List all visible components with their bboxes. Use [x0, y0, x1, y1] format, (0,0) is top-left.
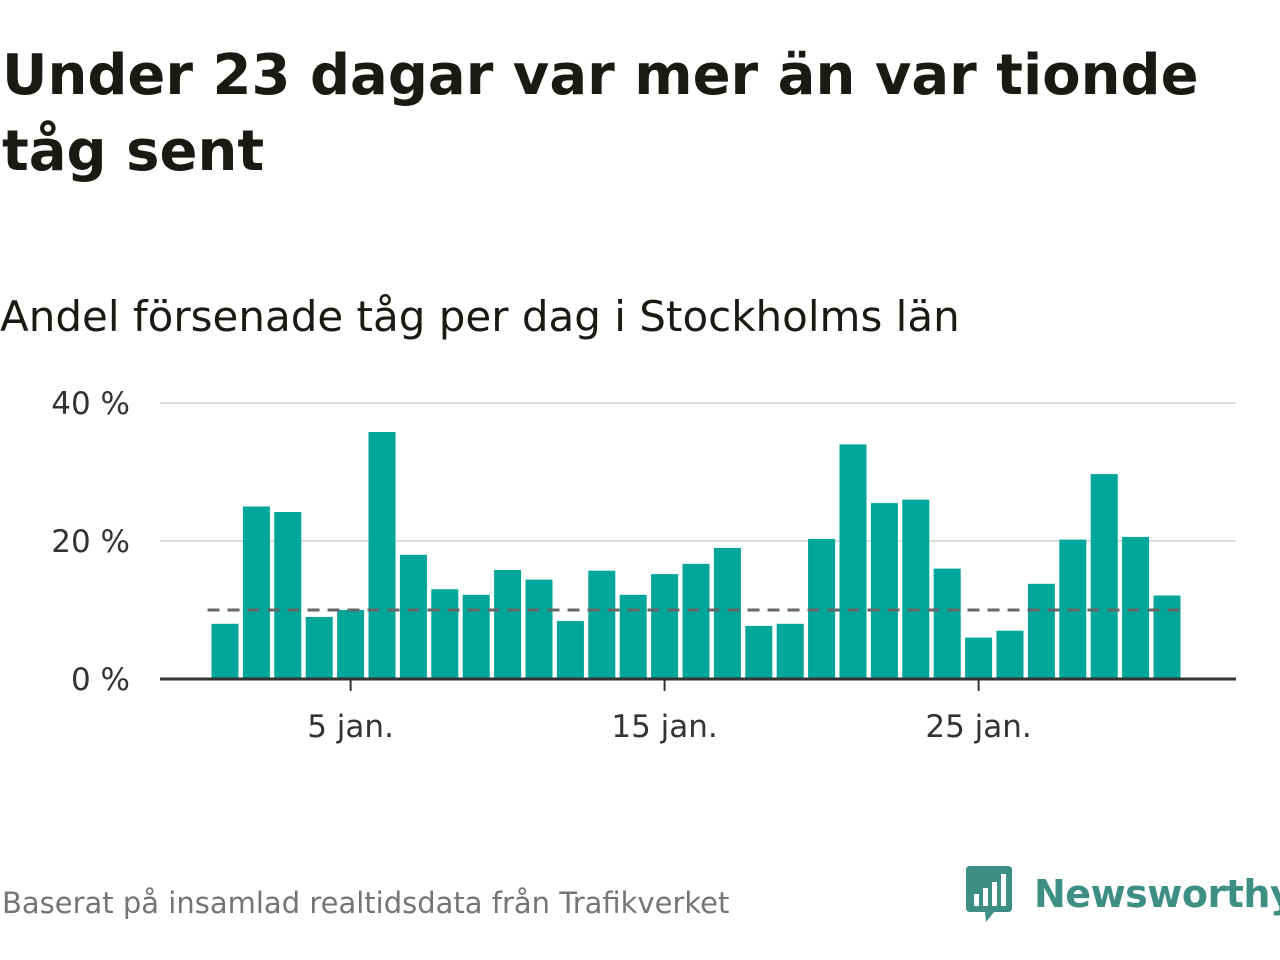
x-axis: 5 jan. 15 jan. 25 jan. [160, 677, 1236, 745]
bar [588, 570, 616, 679]
bar [996, 630, 1024, 679]
bar [965, 637, 993, 679]
bar [933, 568, 961, 679]
bar [651, 574, 679, 679]
bar [556, 621, 584, 679]
bar [399, 554, 427, 679]
bar [1122, 536, 1150, 679]
bar [274, 512, 302, 679]
newsworthy-logo: Newsworthy [964, 864, 1280, 924]
bar [1090, 474, 1118, 679]
logo-wordmark: Newsworthy [1034, 872, 1280, 916]
bar [337, 610, 365, 679]
bars [211, 432, 1181, 679]
bar [682, 563, 710, 679]
bar [902, 499, 930, 679]
bar [462, 594, 490, 679]
bar-chart-speech-bubble-icon [966, 866, 1012, 922]
bar [305, 616, 333, 679]
bar [713, 547, 741, 679]
grid-lines [160, 402, 1236, 542]
bar [1027, 583, 1055, 679]
bar [242, 506, 270, 679]
x-tick-label: 15 jan. [611, 709, 717, 745]
bar [368, 432, 396, 679]
bar [211, 623, 239, 679]
chart-subtitle: Andel försenade tåg per dag i Stockholms… [0, 292, 960, 341]
bar [1153, 595, 1181, 679]
y-axis-labels: 0 % 20 % 40 % [51, 386, 130, 698]
y-tick-label: 40 % [51, 386, 130, 422]
bar [776, 623, 804, 679]
bar [525, 579, 553, 679]
bar-chart: 5 jan. 15 jan. 25 jan. 0 % 20 % 40 % [51, 386, 1236, 745]
source-note: Baserat på insamlad realtidsdata från Tr… [2, 886, 730, 920]
bar [431, 589, 459, 679]
bar [619, 594, 647, 679]
y-tick-label: 20 % [51, 524, 130, 560]
bar [745, 625, 773, 679]
chart-title: Under 23 dagar var mer än var tionde tåg… [2, 43, 1199, 184]
y-tick-label: 0 % [71, 662, 130, 698]
x-tick-label: 5 jan. [307, 709, 394, 745]
bar [494, 570, 522, 679]
bar [870, 503, 898, 679]
x-tick-label: 25 jan. [925, 709, 1031, 745]
bar [839, 444, 867, 679]
